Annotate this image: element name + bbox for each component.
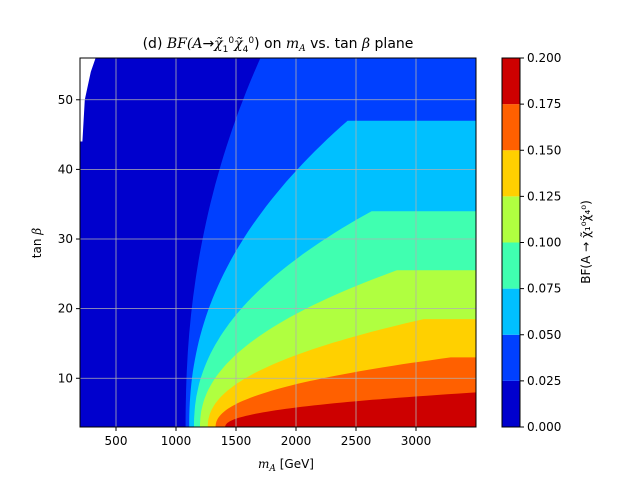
colorbar-segment	[502, 334, 520, 381]
colorbar-tick-label: 0.175	[527, 97, 561, 111]
contour-bands	[80, 58, 476, 427]
y-tick-label: 20	[58, 302, 73, 316]
x-axis-ticks: 500 1000 1500 2000 2500 3000	[105, 427, 432, 448]
colorbar-tick-label: 0.075	[527, 282, 561, 296]
chart-title: (d) BF(A→χ̃10χ̃40) on mA vs. tan β plane	[143, 36, 414, 55]
contour-band-7	[225, 392, 476, 427]
colorbar-tick-label: 0.000	[527, 420, 561, 434]
y-tick-label: 10	[58, 371, 73, 385]
x-tick-label: 3000	[401, 434, 432, 448]
colorbar-segment	[502, 58, 520, 105]
x-axis-label: mA [GeV]	[258, 457, 314, 474]
colorbar-tick-label: 0.150	[527, 143, 561, 157]
x-tick-label: 2000	[281, 434, 312, 448]
no-data-region	[80, 58, 96, 142]
colorbar-segment	[502, 104, 520, 151]
y-tick-label: 50	[58, 93, 73, 107]
colorbar-tick-label: 0.125	[527, 189, 561, 203]
plot-frame	[79, 57, 477, 428]
x-tick-label: 500	[105, 434, 128, 448]
grid-lines	[80, 58, 476, 427]
colorbar-tick-label: 0.200	[527, 51, 561, 65]
colorbar-segment	[502, 242, 520, 289]
contour-plot-area	[80, 58, 476, 427]
y-axis-ticks: 10 20 30 40 50	[58, 93, 80, 385]
colorbar-tick-label: 0.100	[527, 236, 561, 250]
colorbar-segment	[502, 380, 520, 427]
colorbar-label: BF(A → χ̃₁⁰χ̃₄⁰)	[579, 200, 593, 284]
colorbar-segment	[502, 288, 520, 335]
y-axis-label: tan β	[30, 228, 44, 258]
y-tick-label: 30	[58, 232, 73, 246]
x-tick-label: 2500	[341, 434, 372, 448]
colorbar-tick-label: 0.025	[527, 374, 561, 388]
y-tick-label: 40	[58, 162, 73, 176]
colorbar-tick-label: 0.050	[527, 328, 561, 342]
colorbar-segment	[502, 196, 520, 243]
colorbar: 0.000 0.025 0.050 0.075 0.100 0.125 0.150 0.175…	[501, 51, 561, 434]
x-tick-label: 1500	[221, 434, 252, 448]
colorbar-segment	[502, 150, 520, 197]
x-tick-label: 1000	[161, 434, 192, 448]
